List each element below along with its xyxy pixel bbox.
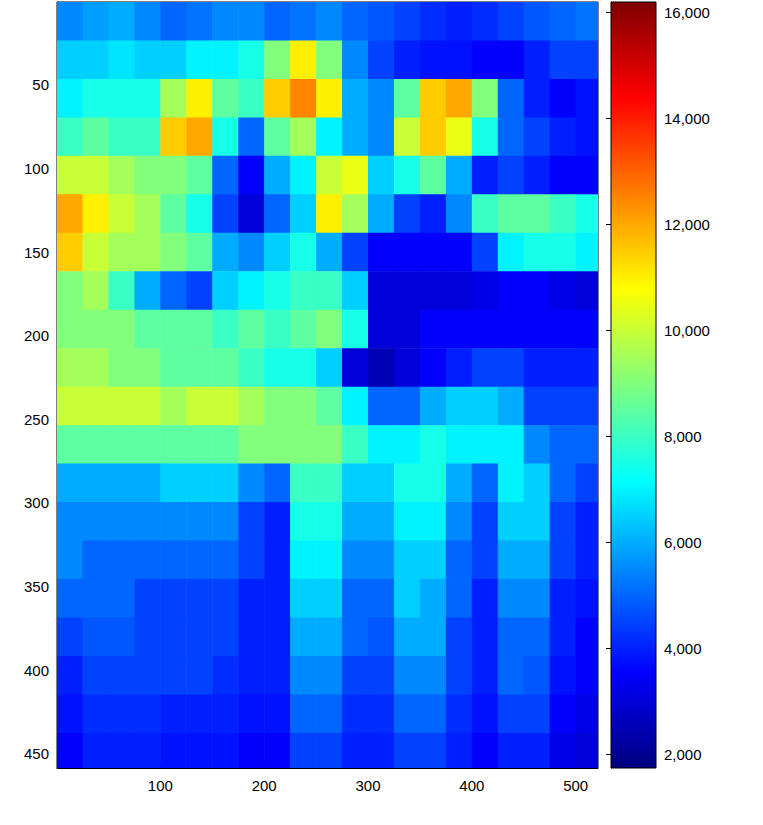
svg-text:400: 400 — [459, 777, 484, 794]
svg-text:300: 300 — [24, 494, 49, 511]
svg-text:500: 500 — [563, 777, 588, 794]
svg-text:350: 350 — [24, 578, 49, 595]
svg-text:250: 250 — [24, 411, 49, 428]
svg-text:16,000: 16,000 — [664, 4, 710, 21]
svg-text:100: 100 — [24, 160, 49, 177]
svg-text:450: 450 — [24, 745, 49, 762]
svg-text:200: 200 — [24, 327, 49, 344]
svg-text:200: 200 — [252, 777, 277, 794]
svg-text:6,000: 6,000 — [664, 534, 702, 551]
svg-text:400: 400 — [24, 662, 49, 679]
svg-text:4,000: 4,000 — [664, 640, 702, 657]
svg-text:150: 150 — [24, 244, 49, 261]
svg-text:14,000: 14,000 — [664, 110, 710, 127]
svg-text:50: 50 — [32, 76, 49, 93]
svg-text:2,000: 2,000 — [664, 746, 702, 763]
svg-text:8,000: 8,000 — [664, 428, 702, 445]
svg-text:12,000: 12,000 — [664, 216, 710, 233]
svg-text:300: 300 — [355, 777, 380, 794]
svg-text:10,000: 10,000 — [664, 322, 710, 339]
svg-text:100: 100 — [148, 777, 173, 794]
